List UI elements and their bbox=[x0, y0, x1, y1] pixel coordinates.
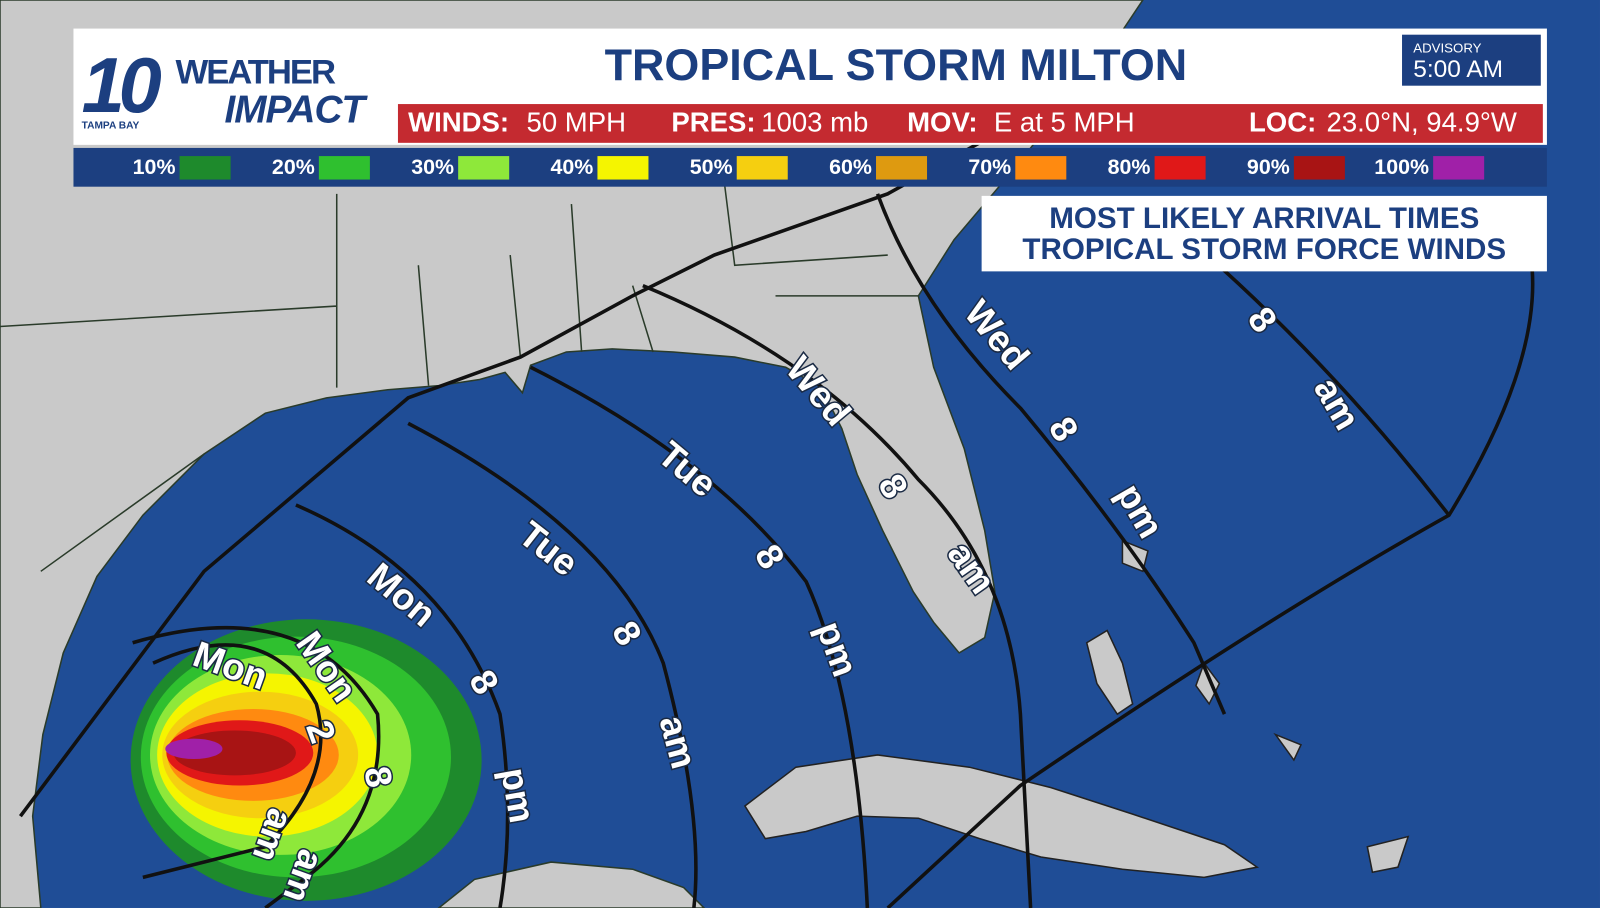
logo: 10 WEATHER IMPACT TAMPA BAY bbox=[82, 43, 370, 132]
legend-label: 20% bbox=[272, 155, 315, 179]
legend-label: 40% bbox=[550, 155, 593, 179]
stat-label: LOC: bbox=[1249, 107, 1316, 138]
title: TROPICAL STORM MILTON bbox=[605, 39, 1188, 90]
logo-word: WEATHER bbox=[176, 54, 336, 92]
legend-swatch bbox=[1154, 156, 1206, 180]
stat-value: 1003 mb bbox=[761, 107, 868, 138]
legend-swatch bbox=[318, 156, 370, 180]
legend-swatch bbox=[597, 156, 649, 180]
legend-label: 60% bbox=[829, 155, 872, 179]
legend-label: 90% bbox=[1247, 155, 1290, 179]
legend-swatch bbox=[876, 156, 928, 180]
legend-label: 100% bbox=[1374, 155, 1429, 179]
legend: 10% 20% 30% 40% 50% 60% 70% 80% 90% 100% bbox=[133, 155, 1485, 180]
legend-swatch bbox=[1293, 156, 1345, 180]
advisory-label: ADVISORY bbox=[1413, 40, 1481, 55]
bahamas bbox=[1085, 539, 1410, 874]
legend-swatch bbox=[1015, 156, 1067, 180]
stats-bar bbox=[397, 104, 1543, 143]
legend-swatch bbox=[458, 156, 510, 180]
legend-swatch bbox=[736, 156, 788, 180]
subtitle-line: TROPICAL STORM FORCE WINDS bbox=[1022, 233, 1506, 266]
advisory-time: 5:00 AM bbox=[1413, 56, 1503, 83]
probability-blob bbox=[130, 619, 482, 901]
legend-label: 80% bbox=[1108, 155, 1151, 179]
state-borders bbox=[0, 183, 919, 572]
contours bbox=[18, 141, 1535, 908]
legend-label: 50% bbox=[690, 155, 733, 179]
stat-label: MOV: bbox=[907, 107, 977, 138]
stat-value: 23.0°N, 94.9°W bbox=[1327, 107, 1517, 138]
advisory-box bbox=[1402, 34, 1541, 86]
stat-value: 50 MPH bbox=[527, 107, 626, 138]
logo-station: TAMPA BAY bbox=[82, 121, 140, 132]
legend-label: 10% bbox=[133, 155, 176, 179]
legend-swatch bbox=[179, 156, 231, 180]
cuba bbox=[743, 754, 1260, 879]
legend-label: 70% bbox=[968, 155, 1011, 179]
logo-word: IMPACT bbox=[224, 88, 368, 131]
stat-label: PRES: bbox=[671, 107, 755, 138]
stat-label: WINDS: bbox=[408, 107, 509, 138]
subtitle-panel bbox=[981, 195, 1547, 272]
legend-swatch bbox=[1433, 156, 1485, 180]
subtitle-line: MOST LIKELY ARRIVAL TIMES bbox=[1049, 202, 1479, 235]
legend-label: 30% bbox=[411, 155, 454, 179]
logo-number: 10 bbox=[82, 43, 162, 129]
stat-value: E at 5 MPH bbox=[994, 107, 1135, 138]
us-mexico-land bbox=[0, 0, 1144, 908]
